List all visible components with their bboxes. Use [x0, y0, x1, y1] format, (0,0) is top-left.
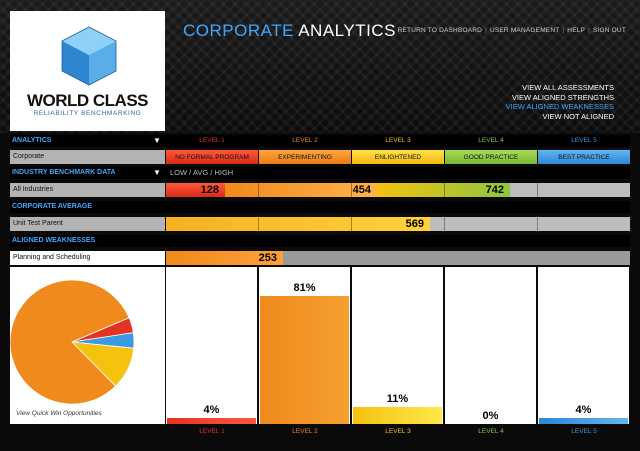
- analytics-row-label: Corporate: [10, 150, 165, 164]
- aligned-weaknesses-section-header: ALIGNED WEAKNESSES: [10, 235, 630, 247]
- level-divider: [537, 217, 538, 231]
- logo-title: WORLD CLASS: [26, 91, 149, 110]
- header: WORLD CLASS RELIABILITY BENCHMARKING COR…: [0, 0, 640, 133]
- footer-level-3: LEVEL 3: [385, 428, 411, 435]
- page-title-accent: CORPORATE: [183, 21, 294, 40]
- stage-experimenting: EXPERIMENTING: [259, 150, 351, 164]
- page-title: CORPORATE ANALYTICS: [183, 21, 396, 41]
- level-3-distribution-bar: [353, 407, 442, 424]
- level-5-column: 4%: [538, 267, 630, 424]
- nav-user-management[interactable]: USER MANAGEMENT: [489, 27, 560, 34]
- logo-subtitle: RELIABILITY BENCHMARKING: [33, 110, 142, 117]
- level-divider: [351, 217, 352, 231]
- view-aligned-weaknesses[interactable]: VIEW ALIGNED WEAKNESSES: [505, 102, 614, 111]
- corporate-average-bar: 569: [166, 217, 430, 231]
- footer-level-4: LEVEL 4: [478, 428, 504, 435]
- stage-good-practice: GOOD PRACTICE: [445, 150, 537, 164]
- level-4-column: 0%: [445, 267, 537, 424]
- corporate-average-label: CORPORATE AVERAGE: [12, 203, 92, 210]
- level-1-distribution-bar: [167, 418, 256, 424]
- benchmark-label: INDUSTRY BENCHMARK DATA: [12, 169, 116, 176]
- corporate-average-row-label: Unit Test Parent: [10, 217, 165, 231]
- corporate-average-section-header: CORPORATE AVERAGE: [10, 201, 630, 213]
- aligned-weakness-bar: 253: [166, 251, 283, 265]
- footer-level-5: LEVEL 5: [571, 428, 597, 435]
- level-divider: [258, 183, 259, 197]
- level-divider: [258, 217, 259, 231]
- distribution-pie-chart[interactable]: [9, 267, 165, 407]
- view-filters: VIEW ALL ASSESSMENTS VIEW ALIGNED STRENG…: [506, 83, 614, 121]
- quick-win-link[interactable]: View Quick Win Opportunities: [16, 410, 102, 417]
- level-2-distribution-bar: [260, 296, 349, 424]
- level-2-percent: 81%: [293, 282, 316, 294]
- footer-level-2: LEVEL 2: [292, 428, 318, 435]
- pie-slice-level-2[interactable]: [9, 279, 130, 405]
- level-4-header: LEVEL 4: [478, 137, 504, 144]
- level-4-percent: 0%: [482, 410, 499, 422]
- level-divider: [444, 217, 445, 231]
- logo[interactable]: WORLD CLASS RELIABILITY BENCHMARKING: [10, 11, 165, 131]
- benchmark-row-label: All Industries: [10, 183, 165, 197]
- distribution-pie-panel[interactable]: View Quick Win Opportunities: [9, 267, 165, 424]
- top-nav: RETURN TO DASHBOARD | USER MANAGEMENT | HELP…: [397, 27, 626, 34]
- level-1-column: 4%: [166, 267, 258, 424]
- level-3-header: LEVEL 3: [385, 137, 411, 144]
- low-avg-high-label: LOW / AVG / HIGH: [170, 168, 234, 177]
- level-divider: [351, 183, 352, 197]
- benchmark-low-bar: 128: [166, 183, 225, 197]
- nav-return-dashboard[interactable]: RETURN TO DASHBOARD: [397, 27, 483, 34]
- nav-sign-out[interactable]: SIGN OUT: [592, 27, 626, 34]
- level-5-percent: 4%: [575, 404, 592, 416]
- view-aligned-strengths[interactable]: VIEW ALIGNED STRENGTHS: [511, 92, 614, 102]
- level-divider: [444, 183, 445, 197]
- level-divider: [537, 183, 538, 197]
- page-title-rest: ANALYTICS: [293, 21, 396, 40]
- benchmark-high-bar: 742: [377, 183, 510, 197]
- cube-logo-icon: [61, 26, 117, 86]
- stage-no-formal-program: NO FORMAL PROGRAM: [166, 150, 258, 164]
- level-5-header: LEVEL 5: [571, 137, 597, 144]
- benchmark-section-header[interactable]: INDUSTRY BENCHMARK DATA ▼ LOW / AVG / HI…: [10, 167, 630, 179]
- level-1-percent: 4%: [203, 404, 220, 416]
- stage-enlightened: ENLIGHTENED: [352, 150, 444, 164]
- aligned-weakness-row-label[interactable]: Planning and Scheduling: [10, 251, 165, 265]
- aligned-weaknesses-label: ALIGNED WEAKNESSES: [12, 237, 96, 244]
- level-5-distribution-bar: [539, 418, 628, 424]
- stage-best-practice: BEST PRACTICE: [538, 150, 630, 164]
- analytics-section-header[interactable]: ANALYTICS ▼ LEVEL 1 LEVEL 2 LEVEL 3 LEVE…: [10, 135, 630, 147]
- benchmark-avg-bar: 454: [225, 183, 377, 197]
- analytics-label: ANALYTICS: [12, 137, 52, 144]
- dropdown-caret-icon[interactable]: ▼: [153, 136, 161, 145]
- level-2-header: LEVEL 2: [292, 137, 318, 144]
- view-all-assessments[interactable]: VIEW ALL ASSESSMENTS: [522, 83, 614, 92]
- level-2-column: 81%: [259, 267, 351, 424]
- dropdown-caret-icon[interactable]: ▼: [153, 168, 161, 177]
- level-1-header: LEVEL 1: [199, 137, 225, 144]
- nav-help[interactable]: HELP: [567, 27, 586, 34]
- view-not-aligned[interactable]: VIEW NOT ALIGNED: [542, 111, 614, 121]
- level-3-percent: 11%: [386, 393, 409, 405]
- footer-level-1: LEVEL 1: [199, 428, 225, 435]
- level-3-column: 11%: [352, 267, 444, 424]
